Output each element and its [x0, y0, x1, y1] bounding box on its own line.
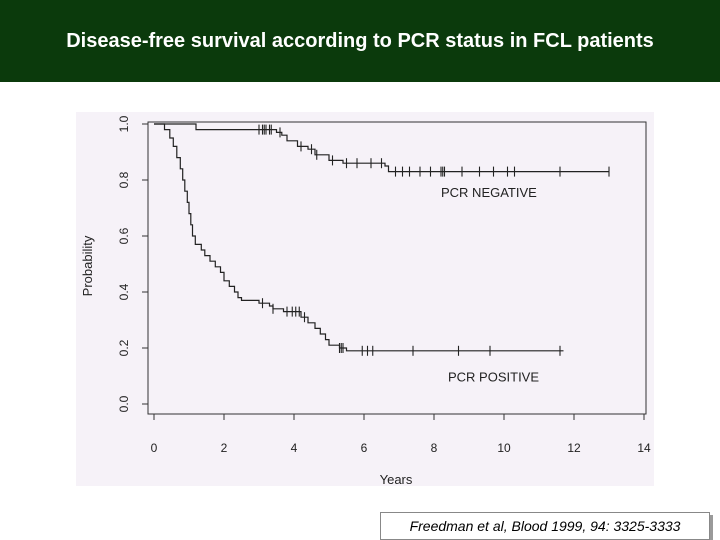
y-tick-label: 0.2 — [117, 339, 131, 356]
x-tick-label: 14 — [637, 441, 651, 455]
plot-frame — [147, 121, 647, 415]
slide-title: Disease-free survival according to PCR s… — [66, 29, 654, 52]
title-bar: Disease-free survival according to PCR s… — [0, 0, 720, 82]
y-axis-label: Probability — [80, 235, 95, 296]
y-tick-label: 0.8 — [117, 171, 131, 188]
x-tick-label: 6 — [361, 441, 368, 455]
series-line-1 — [154, 123, 564, 352]
y-tick-label: 0.0 — [117, 395, 131, 412]
x-tick-label: 2 — [221, 441, 228, 455]
x-axis-label: Years — [380, 472, 413, 486]
x-tick-label: 0 — [151, 441, 158, 455]
y-tick-label: 1.0 — [117, 115, 131, 132]
x-tick-label: 4 — [291, 441, 298, 455]
x-tick-label: 8 — [431, 441, 438, 455]
y-tick-label: 0.4 — [117, 283, 131, 300]
x-tick-label: 10 — [497, 441, 511, 455]
survival-chart-panel: 0.0 0.2 0.4 0.6 0.8 1.0 0 2 4 6 8 10 12 14 Years Probab… — [76, 112, 654, 486]
citation-text: Freedman et al, Blood 1999, 94: 3325-333… — [409, 518, 681, 534]
series-annotation: PCR NEGATIVE — [441, 185, 537, 200]
y-tick-label: 0.6 — [117, 227, 131, 244]
series-line-0 — [154, 123, 609, 173]
survival-chart: 0.0 0.2 0.4 0.6 0.8 1.0 0 2 4 6 8 10 12 14 Years Probab… — [80, 115, 651, 486]
citation-box: Freedman et al, Blood 1999, 94: 3325-333… — [380, 512, 710, 540]
series-annotation: PCR POSITIVE — [448, 370, 539, 385]
x-tick-label: 12 — [567, 441, 581, 455]
